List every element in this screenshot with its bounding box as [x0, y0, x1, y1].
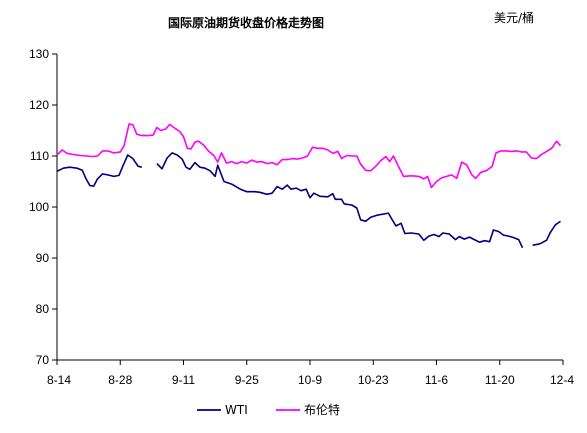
series-line-wti: [56, 152, 561, 249]
y-tick-label: 120: [29, 98, 49, 112]
axes: [52, 53, 564, 365]
x-tick-labels: 8-14 8-28 9-11 9-25 10-9 10-23 11-6 11-20 12-4: [47, 373, 574, 387]
x-tick-label: 8-14: [47, 373, 71, 387]
chart-title: 国际原油期货收盘价格走势图: [168, 15, 324, 30]
y-tick-label: 80: [36, 302, 50, 316]
y-tick-label: 110: [30, 149, 49, 163]
x-tick-label: 9-11: [172, 373, 195, 387]
legend-label-brent: 布伦特: [304, 402, 340, 417]
x-tick-label: 10-23: [358, 373, 389, 387]
x-tick-label: 11-20: [485, 373, 515, 387]
y-tick-label: 130: [29, 47, 49, 61]
x-tick-label: 10-9: [298, 373, 322, 387]
y-tick-label: 100: [29, 200, 49, 214]
x-tick-label: 12-4: [550, 373, 574, 387]
series-layer: [56, 123, 562, 249]
x-tick-label: 8-28: [108, 373, 132, 387]
legend: WTI 布伦特: [197, 402, 340, 417]
y-tick-labels: 70 80 90 100 110 120 130: [29, 47, 49, 367]
x-tick-label: 9-25: [235, 373, 259, 387]
x-tick-label: 11-6: [425, 373, 448, 387]
series-line-brent: [56, 123, 562, 189]
y-tick-label: 70: [36, 353, 50, 367]
chart-unit: 美元/桶: [494, 10, 534, 25]
y-tick-label: 90: [36, 251, 50, 265]
legend-label-wti: WTI: [225, 403, 248, 417]
